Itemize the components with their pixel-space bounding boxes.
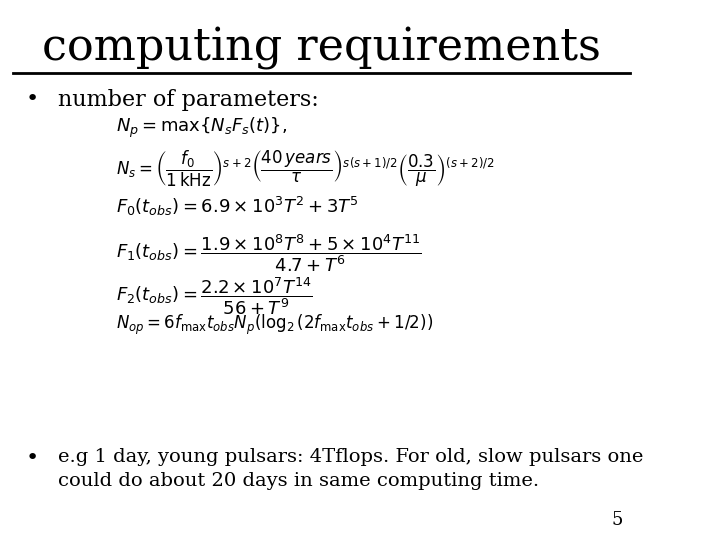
Text: $N_{op} = 6 f_{\max} t_{obs} N_p (\log_2(2 f_{\max} t_{obs} + 1/2))$: $N_{op} = 6 f_{\max} t_{obs} N_p (\log_2…	[116, 313, 433, 338]
Text: number of parameters:: number of parameters:	[58, 89, 319, 111]
Text: 5: 5	[612, 511, 623, 529]
Text: $F_0(t_{obs}) = 6.9\times10^3 T^2 + 3T^5$: $F_0(t_{obs}) = 6.9\times10^3 T^2 + 3T^5…	[116, 194, 359, 218]
Text: •: •	[26, 448, 40, 468]
Text: $N_s = \left(\dfrac{f_0}{1\,\mathrm{kHz}}\right)^{s+2} \left(\dfrac{40\,years}{\: $N_s = \left(\dfrac{f_0}{1\,\mathrm{kHz}…	[116, 148, 495, 188]
Text: computing requirements: computing requirements	[42, 27, 601, 70]
Text: •: •	[26, 89, 40, 109]
Text: $F_1(t_{obs}) = \dfrac{1.9\times10^8 T^8 + 5\times10^4 T^{11}}{4.7 + T^6}$: $F_1(t_{obs}) = \dfrac{1.9\times10^8 T^8…	[116, 232, 422, 274]
Text: $N_p = \max\{N_s F_s(t)\},$: $N_p = \max\{N_s F_s(t)\},$	[116, 116, 287, 140]
Text: e.g 1 day, young pulsars: 4Tflops. For old, slow pulsars one
could do about 20 d: e.g 1 day, young pulsars: 4Tflops. For o…	[58, 448, 644, 490]
Text: $F_2(t_{obs}) = \dfrac{2.2\times10^7 T^{14}}{56 + T^9}$: $F_2(t_{obs}) = \dfrac{2.2\times10^7 T^{…	[116, 275, 313, 317]
